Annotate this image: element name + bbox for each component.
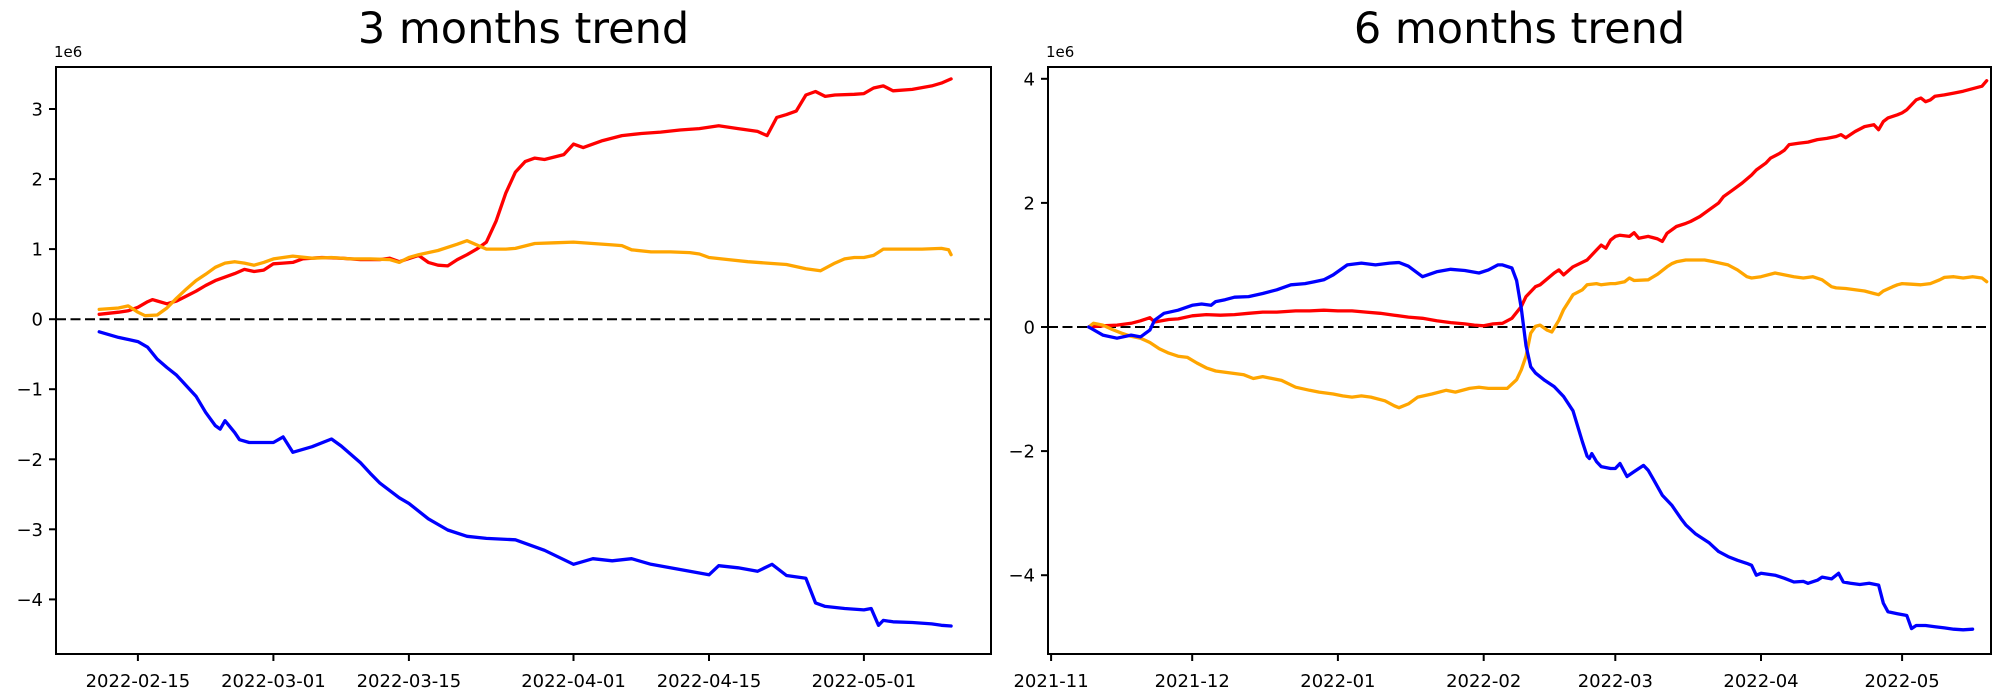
- y-tick-label: −2: [16, 450, 43, 471]
- x-tick-label: 2022-03-15: [357, 671, 462, 692]
- y-tick-label: 1: [32, 240, 43, 261]
- chart-title-6-months: 6 months trend: [1353, 4, 1686, 54]
- x-tick-label: 2022-05-01: [812, 671, 917, 692]
- y-tick-label: −4: [16, 590, 43, 611]
- x-tick-label: 2022-04: [1723, 671, 1798, 692]
- x-tick-label: 2022-02-15: [86, 671, 191, 692]
- chart-area-0: 1e6 3 2 1 0 −1 −2 −3 −4 2022-02-15 2022-03-01 2022-…: [16, 43, 992, 692]
- y-tick-label: 4: [1024, 69, 1035, 90]
- y-tick-label: −1: [16, 380, 43, 401]
- blue-series-line: [1087, 260, 1975, 632]
- y-tick-label: 0: [1024, 318, 1035, 339]
- red-series-line: [97, 77, 953, 316]
- x-tick-label: 2021-12: [1155, 671, 1230, 692]
- orange-series-line: [97, 239, 953, 318]
- plot-border: [55, 66, 992, 655]
- x-tick-label: 2022-02: [1446, 671, 1521, 692]
- x-tick-label: 2022-03-01: [221, 671, 326, 692]
- y-tick-label: −3: [16, 520, 43, 541]
- x-tick-label: 2022-04-15: [657, 671, 762, 692]
- chart-area-1: 1e6 4 2 0 −2 −4 2021-11 2021-12 2022-01 2022-02 20…: [1008, 43, 1992, 692]
- plot-border: [1047, 66, 1992, 655]
- y-axis-offset-label: 1e6: [54, 43, 82, 61]
- red-series-line: [1087, 79, 1989, 329]
- x-tick-label: 2022-05: [1864, 671, 1939, 692]
- y-tick-label: 2: [1024, 193, 1035, 214]
- y-tick-label: 0: [32, 310, 43, 331]
- y-tick-label: 3: [32, 100, 43, 121]
- chart-title-3-months: 3 months trend: [357, 4, 690, 54]
- orange-series-line: [1087, 258, 1989, 410]
- x-tick-label: 2022-03: [1578, 671, 1653, 692]
- blue-series-line: [97, 330, 953, 628]
- y-tick-label: −4: [1008, 566, 1035, 587]
- x-tick-label: 2022-01: [1300, 671, 1375, 692]
- x-tick-label: 2022-04-01: [521, 671, 626, 692]
- y-tick-label: −2: [1008, 442, 1035, 463]
- y-axis-offset-label: 1e6: [1046, 43, 1074, 61]
- x-tick-label: 2021-11: [1013, 671, 1088, 692]
- y-tick-label: 2: [32, 170, 43, 191]
